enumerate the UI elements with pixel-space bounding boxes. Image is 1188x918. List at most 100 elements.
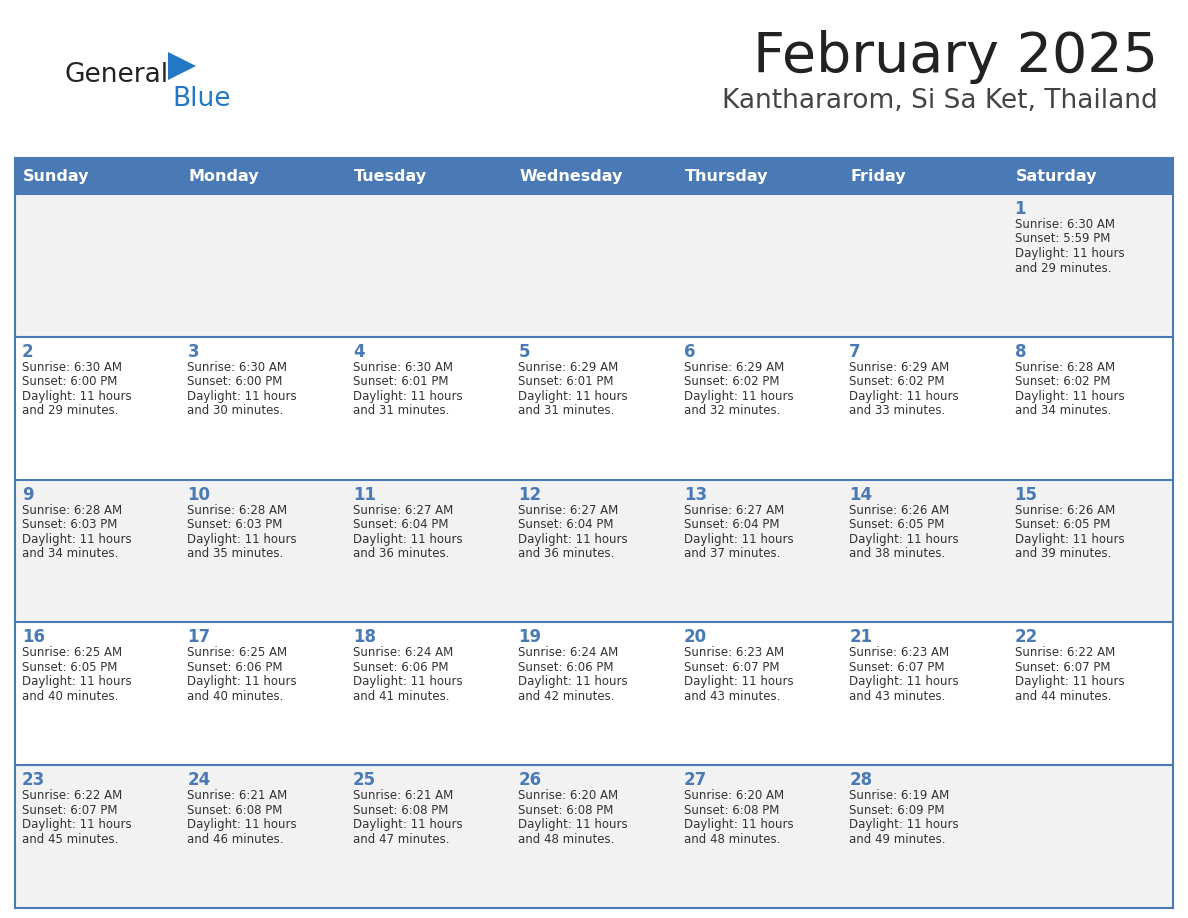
Text: 2: 2 xyxy=(23,342,33,361)
Text: and 43 minutes.: and 43 minutes. xyxy=(849,690,946,703)
Text: and 32 minutes.: and 32 minutes. xyxy=(684,404,781,418)
Text: and 40 minutes.: and 40 minutes. xyxy=(188,690,284,703)
Text: Sunset: 6:08 PM: Sunset: 6:08 PM xyxy=(518,803,614,817)
Text: Sunset: 6:04 PM: Sunset: 6:04 PM xyxy=(353,518,448,532)
Text: Sunset: 6:08 PM: Sunset: 6:08 PM xyxy=(188,803,283,817)
Text: 24: 24 xyxy=(188,771,210,789)
Text: Daylight: 11 hours: Daylight: 11 hours xyxy=(518,676,628,688)
Text: Sunrise: 6:19 AM: Sunrise: 6:19 AM xyxy=(849,789,949,802)
Text: Sunrise: 6:30 AM: Sunrise: 6:30 AM xyxy=(188,361,287,374)
Text: Sunset: 6:08 PM: Sunset: 6:08 PM xyxy=(353,803,448,817)
Text: 13: 13 xyxy=(684,486,707,504)
Text: Sunrise: 6:24 AM: Sunrise: 6:24 AM xyxy=(518,646,619,659)
Text: Daylight: 11 hours: Daylight: 11 hours xyxy=(684,676,794,688)
Text: Sunrise: 6:23 AM: Sunrise: 6:23 AM xyxy=(684,646,784,659)
Text: Sunset: 5:59 PM: Sunset: 5:59 PM xyxy=(1015,232,1110,245)
Text: Sunset: 6:06 PM: Sunset: 6:06 PM xyxy=(188,661,283,674)
Text: Daylight: 11 hours: Daylight: 11 hours xyxy=(518,532,628,545)
Text: 20: 20 xyxy=(684,629,707,646)
Text: Saturday: Saturday xyxy=(1016,169,1097,184)
Text: Daylight: 11 hours: Daylight: 11 hours xyxy=(518,390,628,403)
Text: Sunrise: 6:22 AM: Sunrise: 6:22 AM xyxy=(1015,646,1114,659)
Text: Sunset: 6:05 PM: Sunset: 6:05 PM xyxy=(1015,518,1110,532)
Text: Sunrise: 6:29 AM: Sunrise: 6:29 AM xyxy=(684,361,784,374)
Text: Sunset: 6:06 PM: Sunset: 6:06 PM xyxy=(353,661,448,674)
Bar xyxy=(15,479,1173,622)
Text: and 30 minutes.: and 30 minutes. xyxy=(188,404,284,418)
Text: Thursday: Thursday xyxy=(684,169,769,184)
Text: Daylight: 11 hours: Daylight: 11 hours xyxy=(849,818,959,831)
Text: and 46 minutes.: and 46 minutes. xyxy=(188,833,284,845)
Text: Sunrise: 6:30 AM: Sunrise: 6:30 AM xyxy=(1015,218,1114,231)
Text: Sunset: 6:02 PM: Sunset: 6:02 PM xyxy=(849,375,944,388)
Text: Daylight: 11 hours: Daylight: 11 hours xyxy=(188,676,297,688)
Text: and 34 minutes.: and 34 minutes. xyxy=(23,547,119,560)
Text: Sunrise: 6:21 AM: Sunrise: 6:21 AM xyxy=(353,789,453,802)
Text: 21: 21 xyxy=(849,629,872,646)
Text: 8: 8 xyxy=(1015,342,1026,361)
Text: and 29 minutes.: and 29 minutes. xyxy=(23,404,119,418)
Text: and 34 minutes.: and 34 minutes. xyxy=(1015,404,1111,418)
Text: and 36 minutes.: and 36 minutes. xyxy=(353,547,449,560)
Text: Sunset: 6:07 PM: Sunset: 6:07 PM xyxy=(23,803,118,817)
Text: 4: 4 xyxy=(353,342,365,361)
Text: 3: 3 xyxy=(188,342,200,361)
Text: Sunrise: 6:28 AM: Sunrise: 6:28 AM xyxy=(23,504,122,517)
Text: and 44 minutes.: and 44 minutes. xyxy=(1015,690,1111,703)
Text: Daylight: 11 hours: Daylight: 11 hours xyxy=(23,390,132,403)
Text: 7: 7 xyxy=(849,342,861,361)
Text: February 2025: February 2025 xyxy=(753,30,1158,84)
Text: Daylight: 11 hours: Daylight: 11 hours xyxy=(353,818,462,831)
Text: and 35 minutes.: and 35 minutes. xyxy=(188,547,284,560)
Text: 12: 12 xyxy=(518,486,542,504)
Text: and 33 minutes.: and 33 minutes. xyxy=(849,404,946,418)
Text: Sunset: 6:04 PM: Sunset: 6:04 PM xyxy=(518,518,614,532)
Text: and 49 minutes.: and 49 minutes. xyxy=(849,833,946,845)
Text: Sunrise: 6:28 AM: Sunrise: 6:28 AM xyxy=(188,504,287,517)
Text: Sunrise: 6:29 AM: Sunrise: 6:29 AM xyxy=(849,361,949,374)
Text: Sunrise: 6:26 AM: Sunrise: 6:26 AM xyxy=(1015,504,1114,517)
Text: Sunrise: 6:28 AM: Sunrise: 6:28 AM xyxy=(1015,361,1114,374)
Text: 23: 23 xyxy=(23,771,45,789)
Text: 6: 6 xyxy=(684,342,695,361)
Text: Sunset: 6:01 PM: Sunset: 6:01 PM xyxy=(353,375,448,388)
Text: 11: 11 xyxy=(353,486,375,504)
Text: 15: 15 xyxy=(1015,486,1037,504)
Text: Daylight: 11 hours: Daylight: 11 hours xyxy=(684,818,794,831)
Text: Daylight: 11 hours: Daylight: 11 hours xyxy=(23,676,132,688)
Text: Monday: Monday xyxy=(189,169,259,184)
Text: Sunset: 6:03 PM: Sunset: 6:03 PM xyxy=(188,518,283,532)
Bar xyxy=(677,158,842,194)
Text: and 42 minutes.: and 42 minutes. xyxy=(518,690,614,703)
Text: and 39 minutes.: and 39 minutes. xyxy=(1015,547,1111,560)
Text: Sunrise: 6:27 AM: Sunrise: 6:27 AM xyxy=(353,504,453,517)
Text: Daylight: 11 hours: Daylight: 11 hours xyxy=(518,818,628,831)
Text: 26: 26 xyxy=(518,771,542,789)
Text: Sunset: 6:07 PM: Sunset: 6:07 PM xyxy=(1015,661,1110,674)
Text: Daylight: 11 hours: Daylight: 11 hours xyxy=(1015,676,1124,688)
Text: Sunset: 6:06 PM: Sunset: 6:06 PM xyxy=(518,661,614,674)
Text: Sunrise: 6:30 AM: Sunrise: 6:30 AM xyxy=(23,361,122,374)
Text: Sunset: 6:03 PM: Sunset: 6:03 PM xyxy=(23,518,118,532)
Text: and 29 minutes.: and 29 minutes. xyxy=(1015,262,1111,274)
Text: Sunrise: 6:27 AM: Sunrise: 6:27 AM xyxy=(518,504,619,517)
Text: Sunrise: 6:20 AM: Sunrise: 6:20 AM xyxy=(684,789,784,802)
Text: Sunrise: 6:23 AM: Sunrise: 6:23 AM xyxy=(849,646,949,659)
Text: 14: 14 xyxy=(849,486,872,504)
Text: Daylight: 11 hours: Daylight: 11 hours xyxy=(23,532,132,545)
Bar xyxy=(15,766,1173,908)
Text: Daylight: 11 hours: Daylight: 11 hours xyxy=(684,532,794,545)
Bar xyxy=(15,158,181,194)
Text: Blue: Blue xyxy=(172,86,230,112)
Text: Daylight: 11 hours: Daylight: 11 hours xyxy=(353,390,462,403)
Text: Sunset: 6:08 PM: Sunset: 6:08 PM xyxy=(684,803,779,817)
Polygon shape xyxy=(168,52,196,80)
Text: Sunrise: 6:30 AM: Sunrise: 6:30 AM xyxy=(353,361,453,374)
Text: Sunrise: 6:24 AM: Sunrise: 6:24 AM xyxy=(353,646,453,659)
Text: and 48 minutes.: and 48 minutes. xyxy=(518,833,614,845)
Text: General: General xyxy=(65,62,169,88)
Text: Daylight: 11 hours: Daylight: 11 hours xyxy=(353,676,462,688)
Text: Daylight: 11 hours: Daylight: 11 hours xyxy=(353,532,462,545)
Text: Sunset: 6:05 PM: Sunset: 6:05 PM xyxy=(23,661,118,674)
Text: Sunrise: 6:20 AM: Sunrise: 6:20 AM xyxy=(518,789,619,802)
